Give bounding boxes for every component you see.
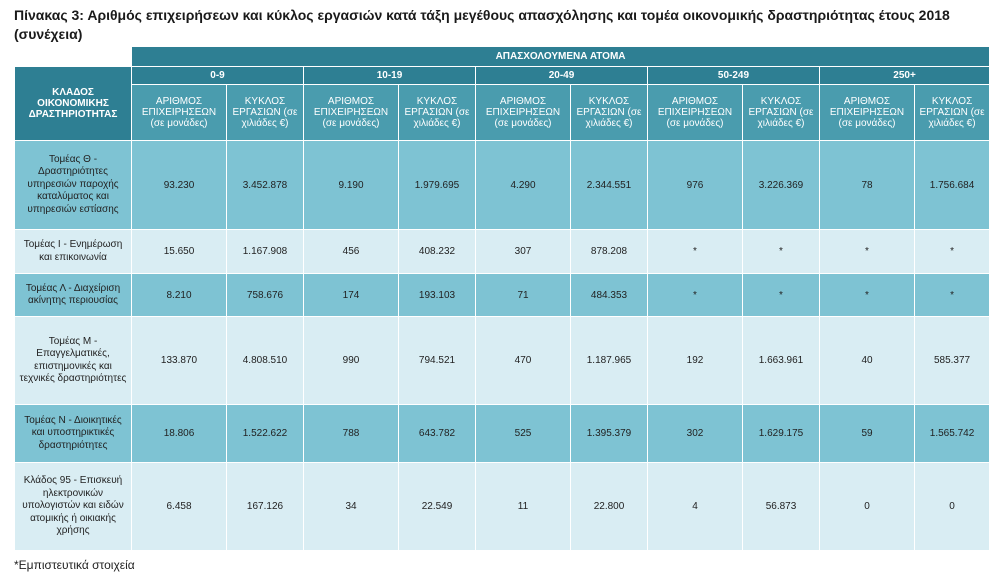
turnover-column-header: ΚΥΚΛΟΣ ΕΡΓΑΣΙΩΝ (σε χιλιάδες €) — [226, 84, 304, 141]
value-cell: 990 — [303, 316, 399, 405]
enterprises-column-header: ΑΡΙΘΜΟΣ ΕΠΙΧΕΙΡΗΣΕΩΝ (σε μονάδες) — [647, 84, 743, 141]
turnover-column-header: ΚΥΚΛΟΣ ΕΡΓΑΣΙΩΝ (σε χιλιάδες €) — [742, 84, 820, 141]
value-cell: 307 — [475, 229, 571, 274]
value-cell: 302 — [647, 404, 743, 463]
value-cell: * — [819, 273, 915, 317]
value-cell: * — [647, 273, 743, 317]
size-class-header: 50-249 — [647, 66, 820, 85]
value-cell: 9.190 — [303, 140, 399, 230]
value-cell: 1.756.684 — [913, 140, 991, 230]
value-cell: 2.344.551 — [570, 140, 648, 230]
value-cell: 525 — [475, 404, 571, 463]
value-cell: 470 — [475, 316, 571, 405]
value-cell: 71 — [475, 273, 571, 317]
value-cell: 0 — [819, 462, 915, 551]
value-cell: 3.452.878 — [226, 140, 304, 230]
value-cell: * — [742, 273, 820, 317]
value-cell: 1.979.695 — [398, 140, 476, 230]
enterprises-table: ΑΠΑΣΧΟΛΟΥΜΕΝΑ ΑΤΟΜΑ ΚΛΑΔΟΣ ΟΙΚΟΝΟΜΙΚΗΣ Δ… — [14, 46, 991, 551]
sector-cell: Τομέας Ν - Διοικητικές και υποστηρικτικέ… — [14, 404, 132, 463]
table-row: Τομέας Λ - Διαχείριση ακίνητης περιουσία… — [14, 273, 991, 317]
value-cell: 1.167.908 — [226, 229, 304, 274]
value-cell: 1.187.965 — [570, 316, 648, 405]
enterprises-column-header: ΑΡΙΘΜΟΣ ΕΠΙΧΕΙΡΗΣΕΩΝ (σε μονάδες) — [303, 84, 399, 141]
value-cell: 4.808.510 — [226, 316, 304, 405]
value-cell: 11 — [475, 462, 571, 551]
sector-column-header: ΚΛΑΔΟΣ ΟΙΚΟΝΟΜΙΚΗΣ ΔΡΑΣΤΗΡΙΟΤΗΤΑΣ — [14, 66, 132, 141]
employed-header: ΑΠΑΣΧΟΛΟΥΜΕΝΑ ΑΤΟΜΑ — [130, 46, 991, 67]
value-cell: 456 — [303, 229, 399, 274]
turnover-column-header: ΚΥΚΛΟΣ ΕΡΓΑΣΙΩΝ (σε χιλιάδες €) — [398, 84, 476, 141]
table-row: Τομέας Ι - Ενημέρωση και επικοινωνία 15.… — [14, 229, 991, 274]
value-cell: 40 — [819, 316, 915, 405]
table-row: Τομέας Ν - Διοικητικές και υποστηρικτικέ… — [14, 404, 991, 463]
value-cell: 4.290 — [475, 140, 571, 230]
size-class-header: 250+ — [818, 66, 991, 85]
header-blank-cell — [14, 46, 132, 67]
table-row: Τομέας Θ - Δραστηριότητες υπηρεσιών παρο… — [14, 140, 991, 230]
sector-cell: Τομέας Ι - Ενημέρωση και επικοινωνία — [14, 229, 132, 274]
enterprises-column-header: ΑΡΙΘΜΟΣ ΕΠΙΧΕΙΡΗΣΕΩΝ (σε μονάδες) — [131, 84, 227, 141]
value-cell: 93.230 — [131, 140, 227, 230]
page-title: Πίνακας 3: Αριθμός επιχειρήσεων και κύκλ… — [14, 7, 950, 42]
sector-cell: Τομέας Θ - Δραστηριότητες υπηρεσιών παρο… — [14, 140, 132, 230]
table-row: Τομέας Μ - Επαγγελματικές, επιστημονικές… — [14, 316, 991, 405]
value-cell: 585.377 — [913, 316, 991, 405]
value-cell: * — [647, 229, 743, 274]
value-cell: 22.800 — [570, 462, 648, 551]
value-cell: 1.522.622 — [226, 404, 304, 463]
value-cell: 976 — [647, 140, 743, 230]
value-cell: 193.103 — [398, 273, 476, 317]
size-class-header: 20-49 — [475, 66, 648, 85]
enterprises-column-header: ΑΡΙΘΜΟΣ ΕΠΙΧΕΙΡΗΣΕΩΝ (σε μονάδες) — [819, 84, 915, 141]
value-cell: 1.629.175 — [742, 404, 820, 463]
size-class-header: 10-19 — [303, 66, 476, 85]
enterprises-column-header: ΑΡΙΘΜΟΣ ΕΠΙΧΕΙΡΗΣΕΩΝ (σε μονάδες) — [475, 84, 571, 141]
value-cell: 192 — [647, 316, 743, 405]
value-cell: * — [913, 229, 991, 274]
value-cell: 794.521 — [398, 316, 476, 405]
value-cell: 56.873 — [742, 462, 820, 551]
table-row: Κλάδος 95 - Επισκευή ηλεκτρονικών υπολογ… — [14, 462, 991, 551]
value-cell: 1.663.961 — [742, 316, 820, 405]
footnote: *Εμπιστευτικά στοιχεία — [14, 558, 135, 572]
value-cell: 788 — [303, 404, 399, 463]
value-cell: 408.232 — [398, 229, 476, 274]
value-cell: 174 — [303, 273, 399, 317]
value-cell: 484.353 — [570, 273, 648, 317]
sector-cell: Κλάδος 95 - Επισκευή ηλεκτρονικών υπολογ… — [14, 462, 132, 551]
value-cell: 167.126 — [226, 462, 304, 551]
value-cell: * — [819, 229, 915, 274]
value-cell: 0 — [913, 462, 991, 551]
value-cell: 1.395.379 — [570, 404, 648, 463]
turnover-column-header: ΚΥΚΛΟΣ ΕΡΓΑΣΙΩΝ (σε χιλιάδες €) — [913, 84, 991, 141]
value-cell: 59 — [819, 404, 915, 463]
value-cell: 8.210 — [131, 273, 227, 317]
value-cell: 758.676 — [226, 273, 304, 317]
value-cell: 34 — [303, 462, 399, 551]
value-cell: 133.870 — [131, 316, 227, 405]
value-cell: 1.565.742 — [913, 404, 991, 463]
value-cell: 643.782 — [398, 404, 476, 463]
value-cell: 3.226.369 — [742, 140, 820, 230]
sector-cell: Τομέας Μ - Επαγγελματικές, επιστημονικές… — [14, 316, 132, 405]
value-cell: 15.650 — [131, 229, 227, 274]
size-class-header: 0-9 — [131, 66, 304, 85]
value-cell: 6.458 — [131, 462, 227, 551]
value-cell: 22.549 — [398, 462, 476, 551]
value-cell: 18.806 — [131, 404, 227, 463]
value-cell: 4 — [647, 462, 743, 551]
value-cell: * — [913, 273, 991, 317]
sector-cell: Τομέας Λ - Διαχείριση ακίνητης περιουσία… — [14, 273, 132, 317]
value-cell: 78 — [819, 140, 915, 230]
value-cell: 878.208 — [570, 229, 648, 274]
value-cell: * — [742, 229, 820, 274]
turnover-column-header: ΚΥΚΛΟΣ ΕΡΓΑΣΙΩΝ (σε χιλιάδες €) — [570, 84, 648, 141]
